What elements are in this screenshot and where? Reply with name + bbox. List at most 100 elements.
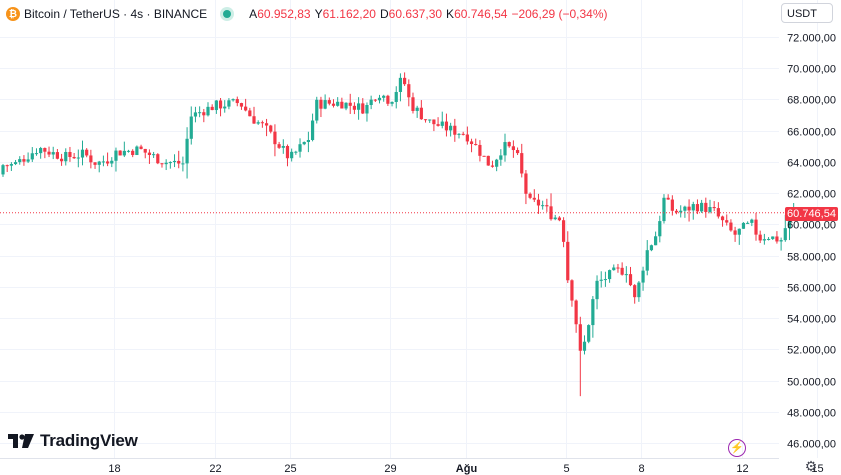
candle-body bbox=[248, 110, 252, 117]
candle-body bbox=[164, 162, 168, 165]
lightning-icon[interactable]: ⚡ bbox=[728, 439, 746, 457]
candle-body bbox=[323, 100, 327, 109]
candle bbox=[645, 240, 649, 276]
candle-body bbox=[607, 270, 612, 280]
candle-body bbox=[549, 206, 553, 220]
candle bbox=[189, 106, 193, 145]
candle bbox=[356, 97, 361, 120]
candle-body bbox=[139, 146, 143, 149]
time-axis[interactable]: 18 22 25 29 Ağu 5 8 12 15 bbox=[108, 463, 823, 475]
candle-body bbox=[695, 204, 700, 212]
candle-body bbox=[520, 153, 524, 174]
candle bbox=[566, 231, 570, 284]
candle-body bbox=[110, 160, 114, 164]
candle bbox=[198, 106, 202, 118]
candle bbox=[708, 199, 712, 214]
candle bbox=[5, 164, 9, 173]
candle-body bbox=[524, 173, 528, 194]
candle-body bbox=[97, 161, 101, 165]
low-value: 60.637,30 bbox=[388, 7, 443, 21]
candle bbox=[407, 79, 411, 107]
candle bbox=[453, 118, 457, 142]
candle-body bbox=[72, 156, 76, 159]
candle bbox=[561, 217, 566, 248]
candle-body bbox=[654, 236, 658, 246]
tradingview-logo[interactable]: TradingView bbox=[8, 431, 138, 451]
candle-body bbox=[432, 119, 436, 125]
candle-body bbox=[670, 199, 674, 211]
candle bbox=[68, 146, 72, 162]
candle-body bbox=[574, 300, 578, 325]
candle bbox=[59, 153, 64, 166]
candle bbox=[244, 98, 248, 112]
candle-body bbox=[244, 106, 248, 111]
candle bbox=[599, 271, 603, 288]
candle bbox=[495, 158, 499, 172]
candle-body bbox=[365, 104, 369, 114]
candle bbox=[206, 102, 210, 117]
currency-button[interactable]: USDT bbox=[781, 3, 833, 23]
candle bbox=[687, 199, 691, 222]
candle-body bbox=[319, 99, 323, 109]
candle bbox=[545, 198, 549, 212]
candle bbox=[474, 138, 478, 146]
candle bbox=[628, 266, 633, 287]
candle bbox=[679, 205, 683, 218]
candle bbox=[235, 96, 239, 107]
candle bbox=[302, 141, 306, 146]
candle bbox=[13, 159, 18, 166]
x-tick-label: 12 bbox=[736, 463, 748, 475]
candle-body bbox=[260, 122, 264, 124]
candle bbox=[252, 106, 256, 124]
x-tick-label: Ağu bbox=[456, 463, 477, 475]
candle-body bbox=[76, 157, 80, 159]
candle bbox=[637, 281, 641, 302]
candle-body bbox=[700, 202, 704, 212]
candle bbox=[428, 119, 432, 123]
symbol-legend: ₿ Bitcoin / TetherUS · 4s · BINANCE A 60.… bbox=[6, 6, 608, 22]
candle bbox=[365, 102, 369, 122]
gear-icon[interactable]: ⚙ bbox=[804, 458, 818, 474]
candle bbox=[214, 100, 218, 114]
candle-body bbox=[449, 125, 453, 131]
candle-body bbox=[545, 205, 549, 207]
candle bbox=[766, 237, 771, 241]
candle-body bbox=[390, 101, 394, 104]
candle-body bbox=[725, 220, 729, 223]
candle-body bbox=[419, 107, 423, 120]
candle bbox=[775, 231, 779, 244]
y-tick-label: 60.000,00 bbox=[787, 220, 836, 232]
price-axis[interactable]: 72.000,00 70.000,00 68.000,00 66.000,00 64.0… bbox=[787, 33, 836, 451]
tradingview-logo-icon bbox=[8, 434, 34, 448]
candle bbox=[595, 275, 599, 310]
symbol-title[interactable]: Bitcoin / TetherUS · 4s · BINANCE bbox=[24, 7, 208, 21]
candle bbox=[143, 148, 147, 159]
candle-body bbox=[369, 99, 373, 105]
candle bbox=[398, 73, 403, 102]
candle bbox=[223, 100, 227, 113]
candle-body bbox=[691, 204, 695, 211]
candle-body bbox=[122, 150, 126, 156]
candle bbox=[716, 202, 720, 219]
candle bbox=[465, 126, 469, 145]
candle bbox=[147, 149, 152, 164]
candle bbox=[432, 119, 436, 132]
candle bbox=[218, 97, 223, 117]
candle-body bbox=[775, 236, 779, 242]
candle-body bbox=[290, 151, 294, 159]
candle-body bbox=[26, 159, 30, 162]
candle bbox=[419, 100, 423, 120]
candle bbox=[281, 139, 285, 154]
candle bbox=[520, 143, 524, 178]
candle-body bbox=[147, 152, 152, 156]
candle-body bbox=[649, 245, 654, 251]
candle-body bbox=[214, 100, 218, 111]
y-tick-label: 68.000,00 bbox=[787, 95, 836, 107]
candle-body bbox=[285, 145, 290, 159]
candle bbox=[587, 324, 591, 344]
candle bbox=[771, 236, 775, 241]
candle bbox=[570, 279, 574, 307]
candle-body bbox=[68, 151, 72, 157]
candle bbox=[515, 147, 520, 156]
